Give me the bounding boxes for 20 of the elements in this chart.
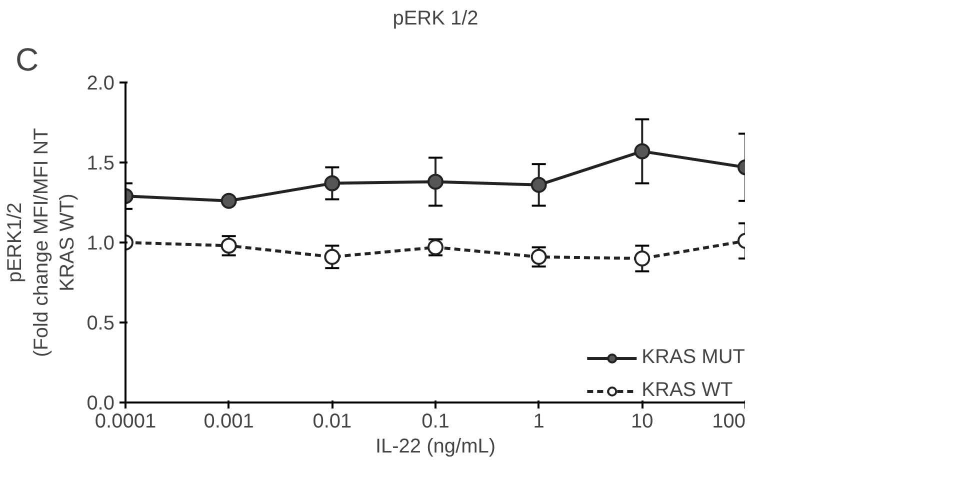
point xyxy=(324,175,340,192)
x-axis-title: IL-22 (ng/mL) xyxy=(375,436,496,458)
y-tick-label: 2.0 xyxy=(86,72,115,94)
legend-label: KRAS MUT xyxy=(642,346,745,369)
y-tick-label: 0.5 xyxy=(86,312,115,334)
point xyxy=(428,174,444,190)
x-tick-label: 1 xyxy=(533,410,544,432)
y-axis-title: pERK1/2 (Fold change MFI/MFI NT KRAS WT) xyxy=(4,128,79,357)
point xyxy=(530,176,547,193)
x-tick-label: 100 xyxy=(712,410,746,432)
point xyxy=(324,248,340,265)
chart-title: pERK 1/2 xyxy=(392,8,478,30)
x-tick-label: 10 xyxy=(631,410,654,432)
legend-label: KRAS WT xyxy=(642,379,733,402)
y-tick-label: 1.5 xyxy=(86,152,115,174)
text: C xyxy=(16,42,39,78)
x-tick-label: 0.001 xyxy=(204,410,254,432)
y-tick-label: 1.0 xyxy=(86,232,115,254)
x-tick-label: 0.01 xyxy=(312,410,352,432)
x-tick-label: 0.1 xyxy=(422,410,450,432)
